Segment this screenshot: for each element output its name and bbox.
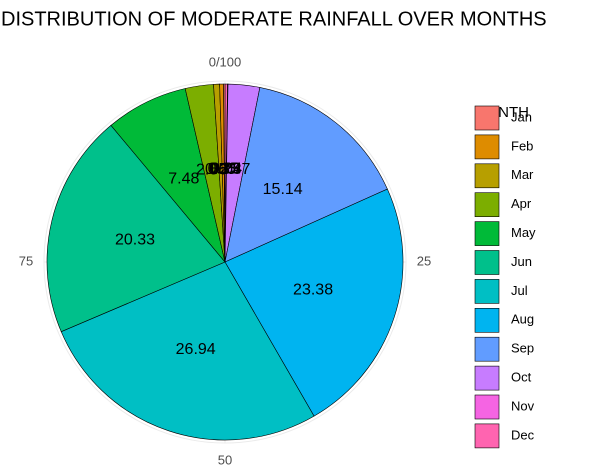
legend-key [474,192,500,217]
data-label: 0.04 [211,161,242,178]
legend-key [474,394,500,420]
legend-label: May [511,225,536,240]
legend-key [474,221,500,246]
data-label: 2.87 [219,161,250,178]
data-label: 15.14 [263,181,303,198]
pie-slice [60,261,315,441]
pie-slice [224,87,388,263]
legend-key [474,134,500,160]
legend-key [474,423,500,449]
legend-key [474,307,500,333]
legend-key [474,163,500,189]
data-label: 20.33 [115,232,155,249]
legend-label: Apr [511,196,532,211]
pie-slice [46,124,226,333]
legend-label: Jan [511,109,532,124]
legend-label: Dec [511,427,535,442]
data-label: 7.48 [168,170,199,187]
data-label: 0.55 [205,161,236,178]
legend-label: Mar [511,167,534,182]
legend-label: Sep [511,341,534,356]
chart-title: DISTRIBUTION OF MODERATE RAINFALL OVER M… [1,8,547,30]
legend-key [474,279,500,304]
legend-key [474,336,500,362]
legend-key [474,105,500,131]
data-label: 26.94 [176,341,216,358]
legend-label: Jun [511,254,532,269]
data-label: 2.56 [196,162,227,179]
legend-key [474,365,500,391]
legend-key [474,250,500,275]
tick-label: 50 [218,452,232,467]
data-label: 23.38 [293,282,333,299]
tick-label: 25 [417,253,431,268]
pie-slice [223,83,226,263]
data-label: 0.23 [210,161,241,178]
legend-label: Nov [511,398,535,413]
pie-slice [224,188,404,417]
data-label: 0.35 [208,161,239,178]
legend-label: Jul [511,283,528,298]
legend-label: Oct [511,370,532,385]
tick-label: 75 [19,253,33,268]
legend-label: Aug [511,312,534,327]
tick-label: 0/100 [209,54,242,69]
data-label: 0.13 [209,161,240,178]
legend-label: Feb [511,138,533,153]
